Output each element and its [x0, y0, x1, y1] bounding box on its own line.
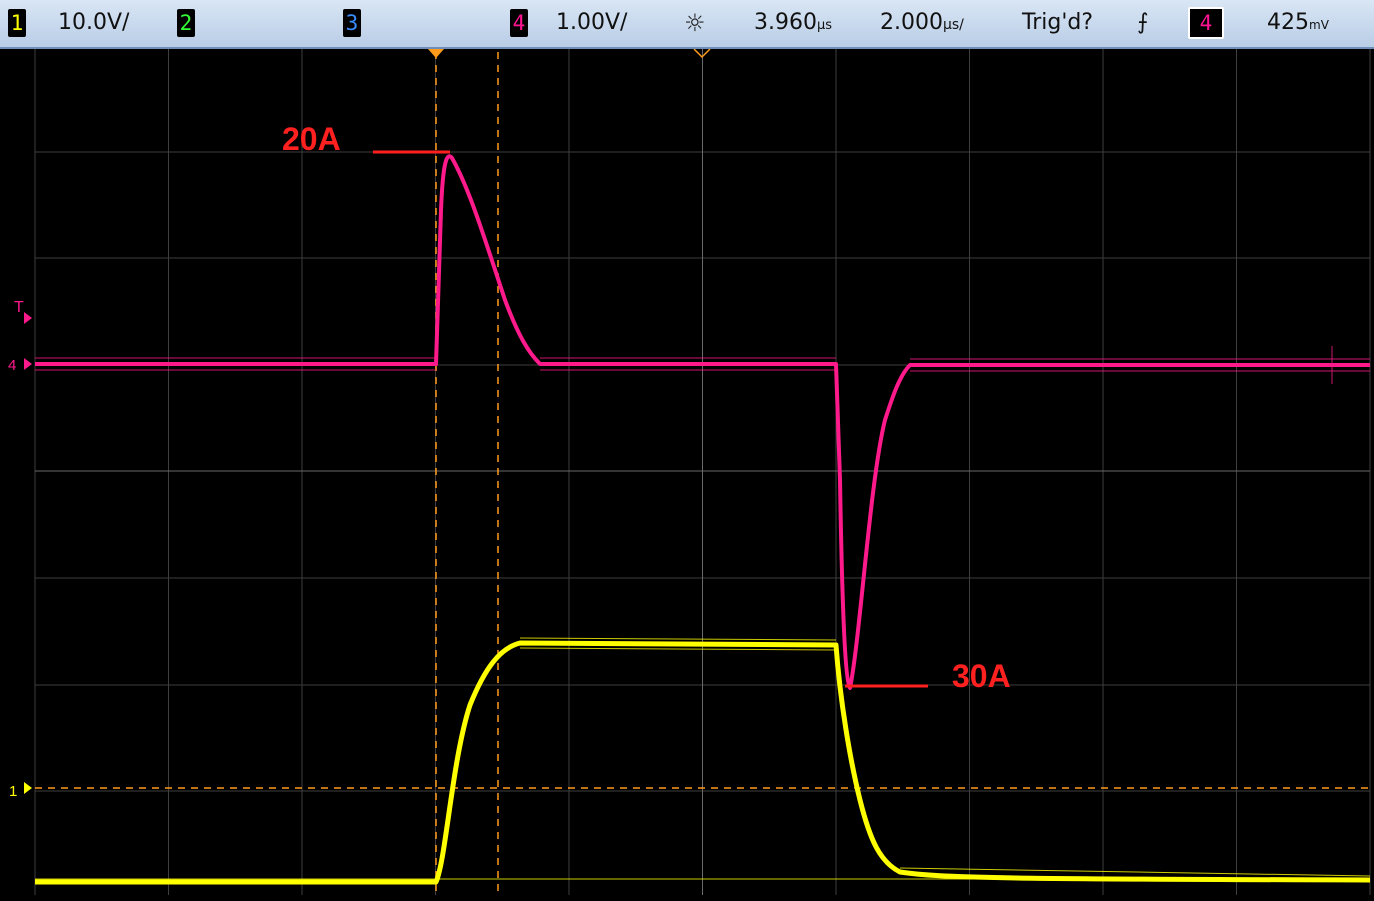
ch1-trace: [35, 640, 1371, 885]
trigger-slope-icon[interactable]: ⨍: [1137, 10, 1149, 35]
ch4-trace: [35, 154, 1370, 690]
cursor-lines[interactable]: [35, 52, 1370, 895]
ch1-ground-marker[interactable]: 1: [9, 783, 17, 800]
peak-negative-label: 30A: [952, 658, 1011, 694]
ch4-ground-arrow: [24, 358, 32, 370]
timebase-scale-value: 2.000: [880, 10, 943, 35]
trigger-level-unit: mV: [1309, 18, 1329, 32]
trigger-position-marker[interactable]: [428, 49, 444, 58]
timebase-scale-unit: µs/: [942, 17, 964, 33]
trigger-state[interactable]: Trig'd?: [1022, 10, 1094, 35]
delay-reference-marker: [693, 49, 711, 59]
ch3-badge[interactable]: 3: [343, 9, 361, 37]
timebase-scale[interactable]: 2.000µs/: [880, 9, 964, 39]
peak-positive-label: 20A: [282, 121, 341, 157]
ch1-badge[interactable]: 1: [8, 9, 26, 37]
ch1-ground-arrow: [24, 782, 32, 794]
acquisition-icon: ☼: [684, 9, 706, 37]
trigger-level-arrow: [24, 312, 32, 324]
ch4-scale[interactable]: 1.00V/: [556, 10, 628, 35]
ch4-badge[interactable]: 4: [510, 9, 528, 37]
trigger-level-marker[interactable]: T: [14, 299, 24, 316]
waveform-display[interactable]: T 4 1 20A 30A: [0, 49, 1374, 901]
trigger-level[interactable]: 425mV: [1267, 9, 1329, 39]
ch4-noise: [35, 346, 1370, 384]
timebase-delay[interactable]: 3.960µs: [754, 9, 832, 40]
ch4-ground-marker[interactable]: 4: [8, 357, 16, 374]
ch1-noise: [35, 637, 1371, 880]
timebase-delay-value: 3.960: [754, 10, 817, 35]
timebase-delay-unit: µs: [816, 18, 833, 33]
ch2-badge[interactable]: 2: [177, 9, 195, 37]
trigger-level-value: 425: [1267, 10, 1309, 35]
center-axes: [35, 49, 1370, 895]
trigger-source-badge[interactable]: 4: [1188, 7, 1224, 39]
ch1-scale[interactable]: 10.0V/: [58, 10, 130, 35]
status-bar: 1 10.0V/ 2 3 4 1.00V/ ☼ 3.960µs 2.000µs/…: [0, 0, 1374, 49]
